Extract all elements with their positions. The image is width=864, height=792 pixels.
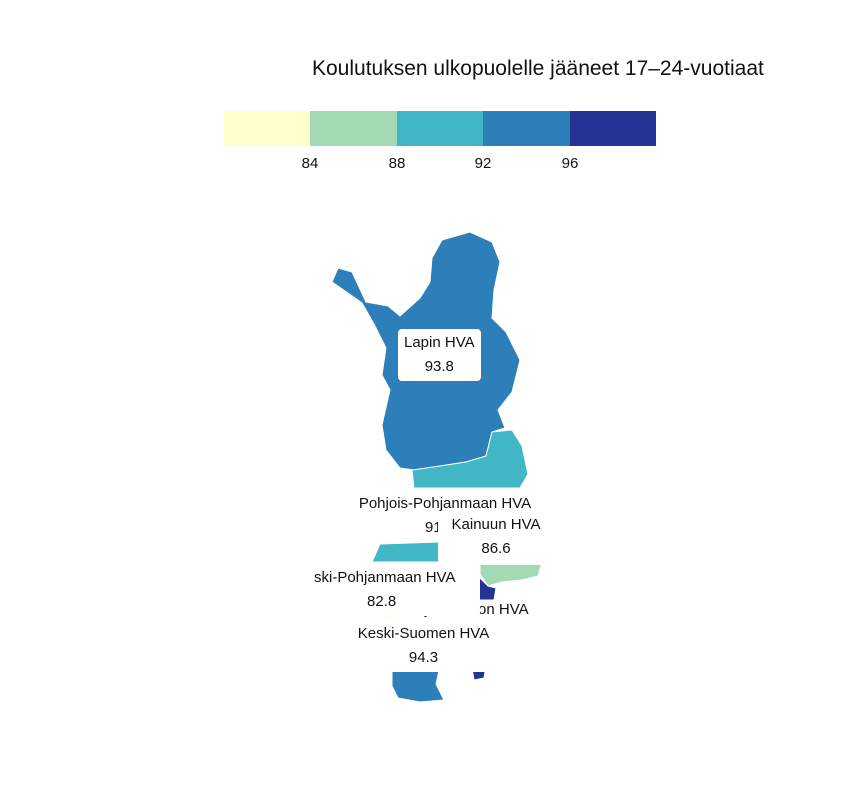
region-value: 82.8 [367,593,397,610]
region-value: 91 [425,519,442,536]
legend-tick: 92 [474,155,492,172]
region-value: 93.8 [424,358,454,375]
legend-tick: 84 [301,155,319,172]
region-name: Keski-Suomen HVA [357,625,490,642]
region-pohjois-pohjanmaan-hva[interactable] [411,429,529,489]
legend-bin [569,111,657,146]
color-legend: 84 88 92 96 [224,111,657,181]
map-title: Koulutuksen ulkopuolelle jääneet 17–24-v… [312,57,764,80]
legend-tick: 88 [388,155,406,172]
region-label-kainuu: Kainuun HVA 86.6 [438,511,554,565]
region-label-keski-pohjanmaa: ski-Pohjanmaan HVA 82.8 [308,564,480,616]
region-name: Pohjois-Pohjanmaan HVA [358,495,532,512]
region-label-lapin: Lapin HVA 93.8 [398,329,481,381]
legend-bin [224,111,311,146]
legend-bin [310,111,397,146]
legend-bin [483,111,570,146]
region-pohjois-pohjanmaan-hva-south[interactable] [371,541,441,563]
region-kainuun-hva[interactable] [479,561,543,587]
region-name: Kainuun HVA [451,516,541,533]
region-name: ski-Pohjanmaan HVA [314,569,456,586]
region-value: 94.3 [408,649,439,666]
region-name: Lapin HVA [404,334,475,351]
region-value: 86.6 [481,540,511,557]
legend-tick: 96 [561,155,579,172]
region-label-keski-suomi: Keski-Suomen HVA 94.3 [340,620,507,672]
legend-bin [396,111,484,146]
